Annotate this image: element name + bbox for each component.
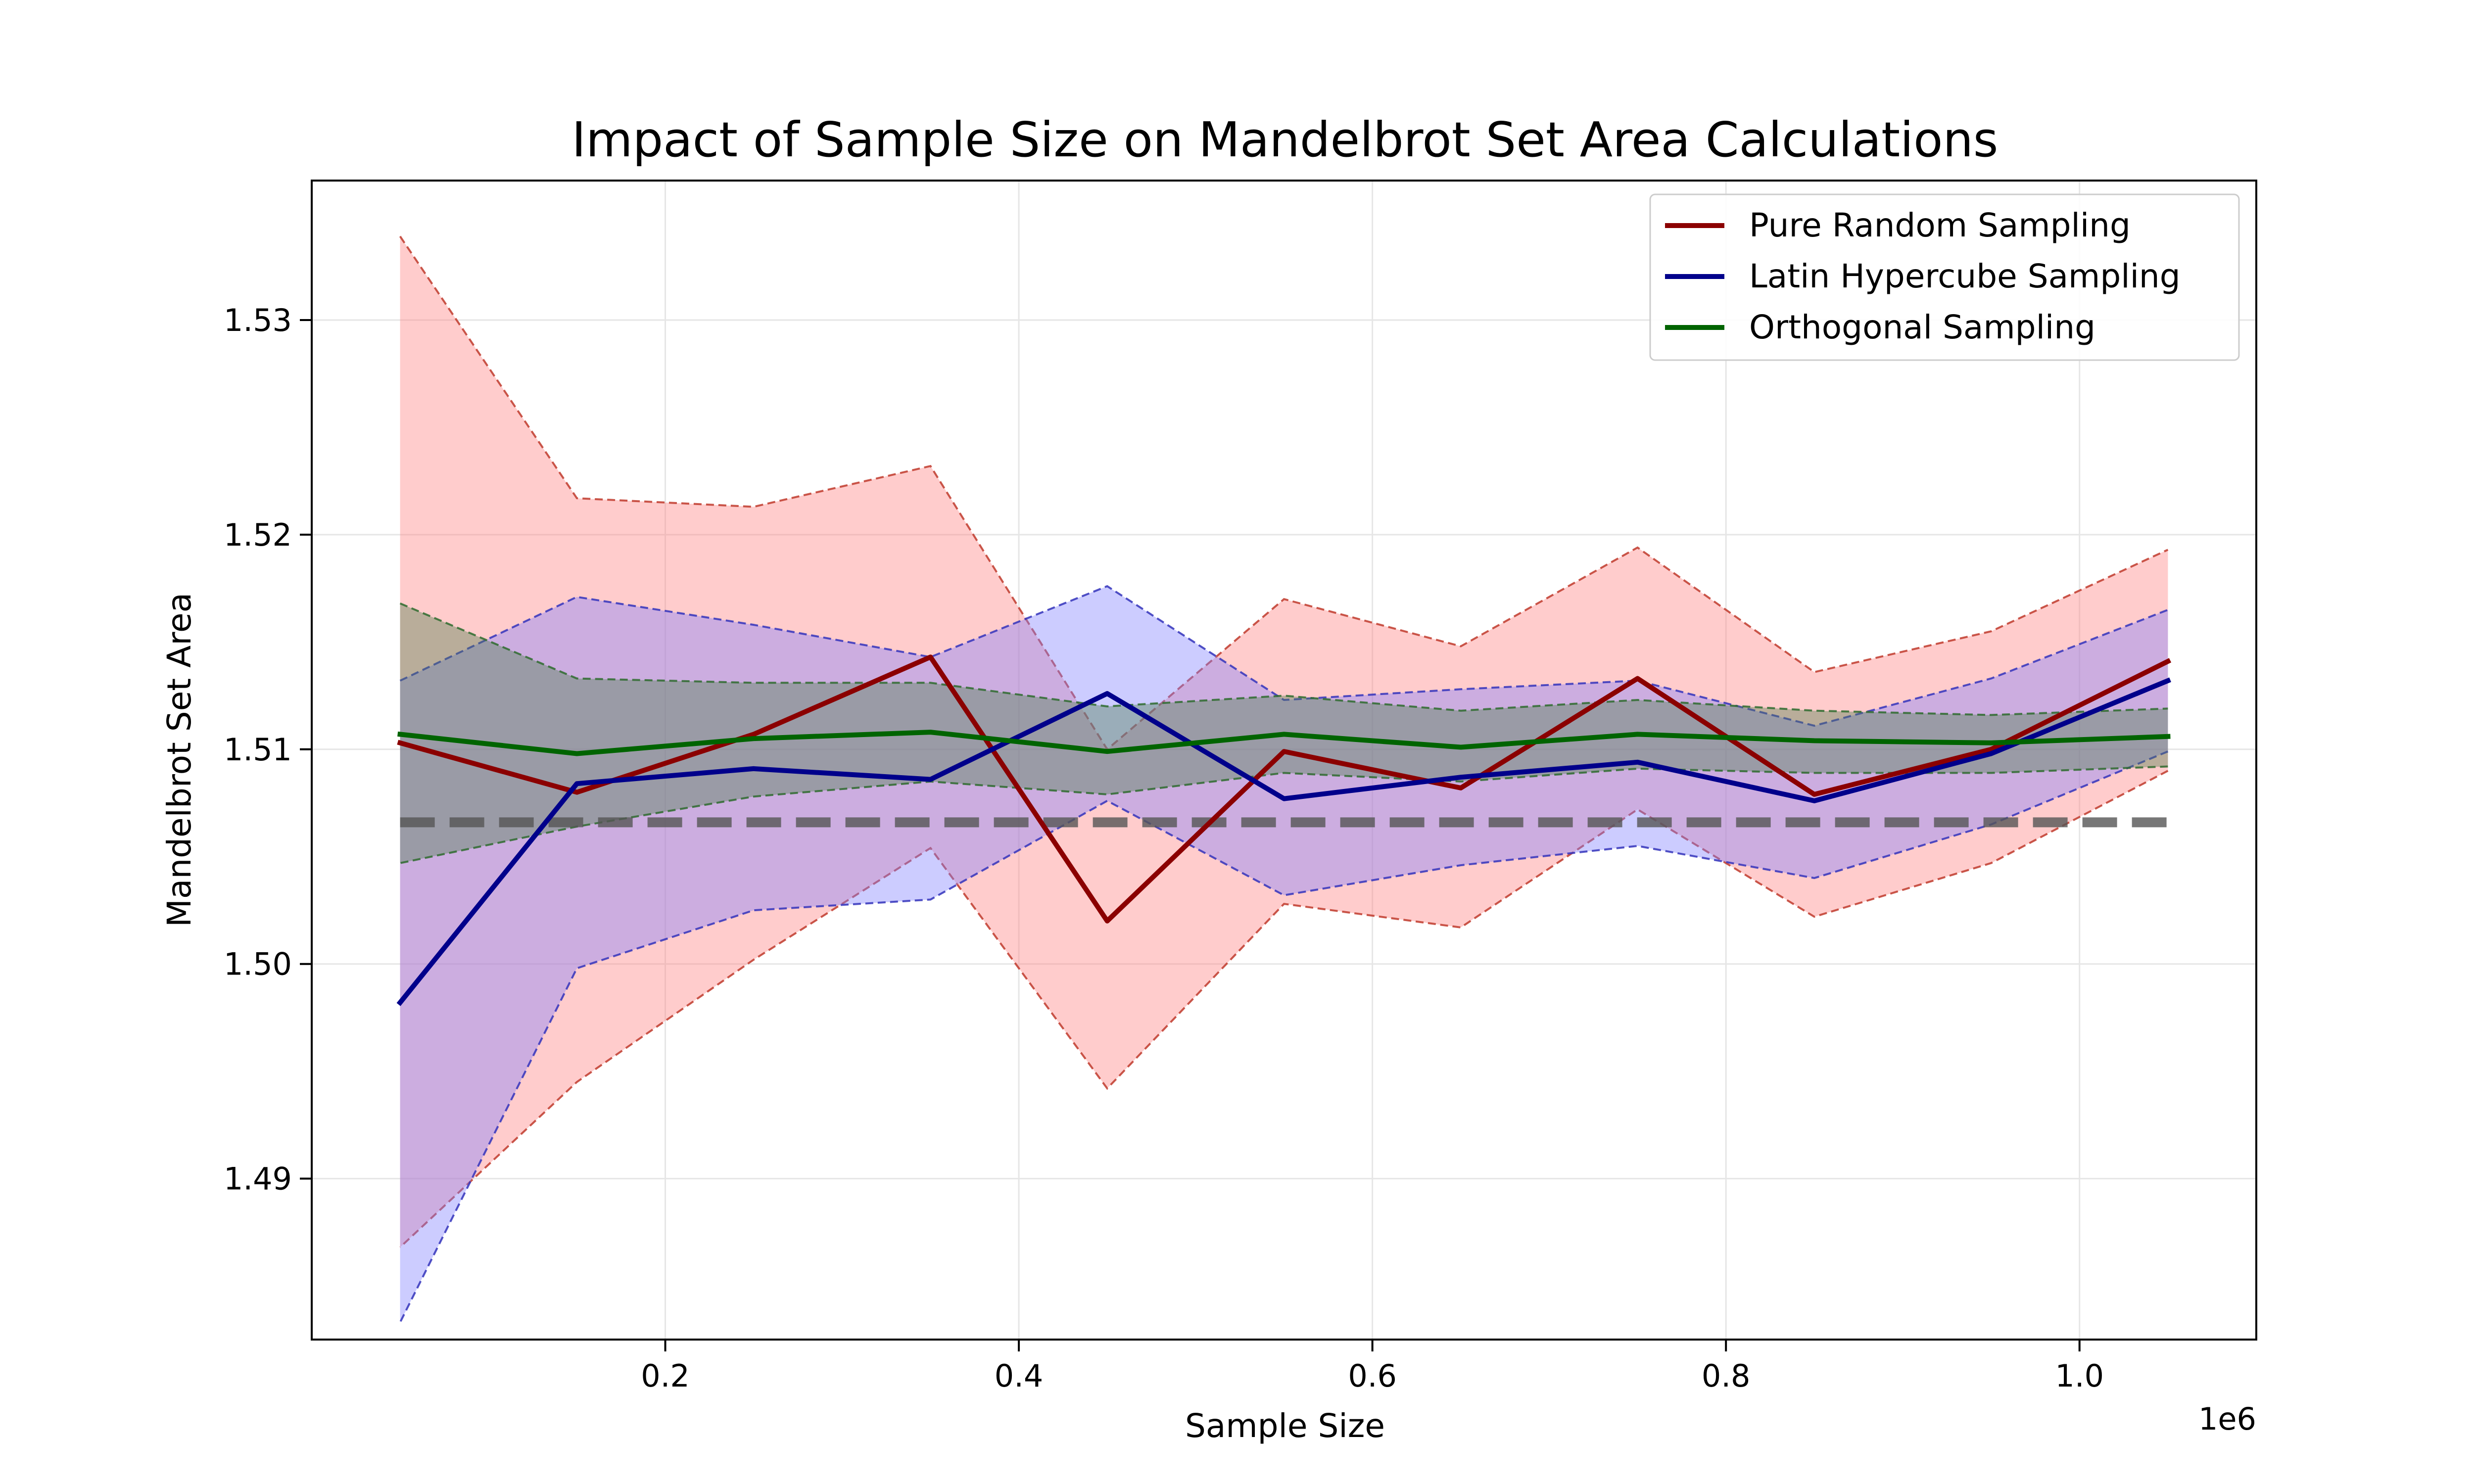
y-tick-label: 1.50	[224, 946, 292, 982]
legend-box	[1649, 193, 2240, 361]
band-lower-edge	[399, 770, 2169, 1248]
y-tick-label: 1.52	[224, 517, 292, 553]
x-tick-label: 0.8	[1702, 1358, 1751, 1394]
plot-area-frame	[311, 180, 2257, 1341]
legend-label: Latin Hypercube Sampling	[1749, 257, 2181, 295]
band-lower-edge	[399, 750, 2169, 1323]
y-tick-label: 1.49	[224, 1161, 292, 1197]
band-lower-edge	[400, 765, 2168, 864]
x-axis-offset-label: 1e6	[2198, 1401, 2256, 1437]
y-axis-ticks: 1.49 1.50 1.51 1.52 1.53	[224, 302, 312, 1197]
y-axis-label: Mandelbrot Set Area	[160, 593, 198, 927]
x-tick-label: 1.0	[2055, 1358, 2104, 1394]
band-upper-edge	[399, 602, 2168, 716]
legend-label: Pure Random Sampling	[1749, 206, 2131, 244]
series-line	[397, 730, 2171, 756]
x-axis-label: Sample Size	[1185, 1407, 1385, 1445]
band-upper-edge	[399, 585, 2169, 727]
confidence-band	[400, 586, 2168, 1323]
series-line	[396, 677, 2171, 1006]
y-tick-label: 1.53	[224, 302, 292, 338]
x-tick-label: 0.2	[641, 1358, 690, 1394]
series-lines	[396, 654, 2172, 1006]
legend-label: Orthogonal Sampling	[1749, 308, 2095, 346]
chart-title: Impact of Sample Size on Mandelbrot Set …	[572, 112, 1998, 168]
series-line	[397, 654, 2172, 924]
y-tick-label: 1.51	[224, 732, 292, 768]
x-tick-label: 0.6	[1348, 1358, 1397, 1394]
x-tick-label: 0.4	[995, 1358, 1044, 1394]
confidence-band	[400, 236, 2168, 1248]
legend: Pure Random Sampling Latin Hypercube Samp…	[1649, 193, 2240, 361]
band-upper-edge	[399, 235, 2169, 751]
x-axis-ticks: 0.2 0.4 0.6 0.8 1.0	[641, 1340, 2104, 1394]
